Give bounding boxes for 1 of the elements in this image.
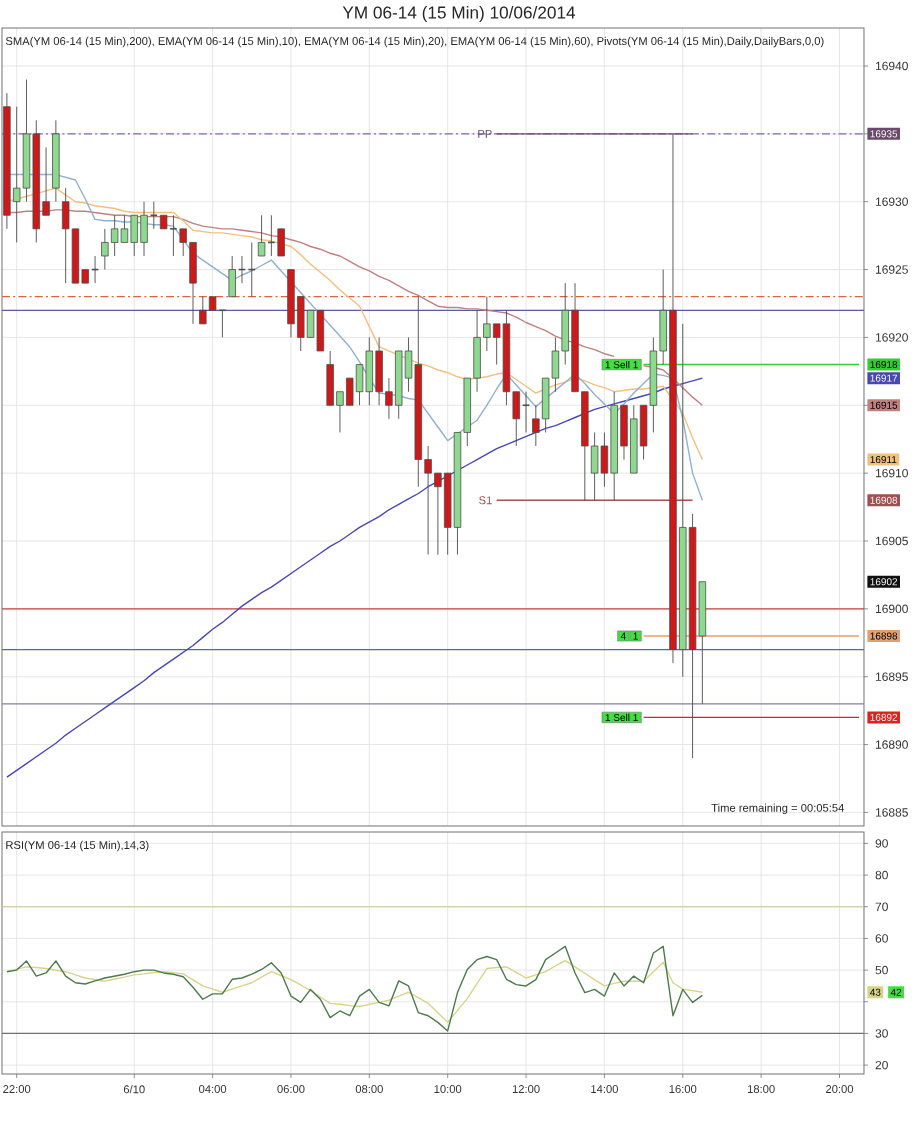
chart-title: YM 06-14 (15 Min) 10/06/2014 xyxy=(342,5,576,22)
